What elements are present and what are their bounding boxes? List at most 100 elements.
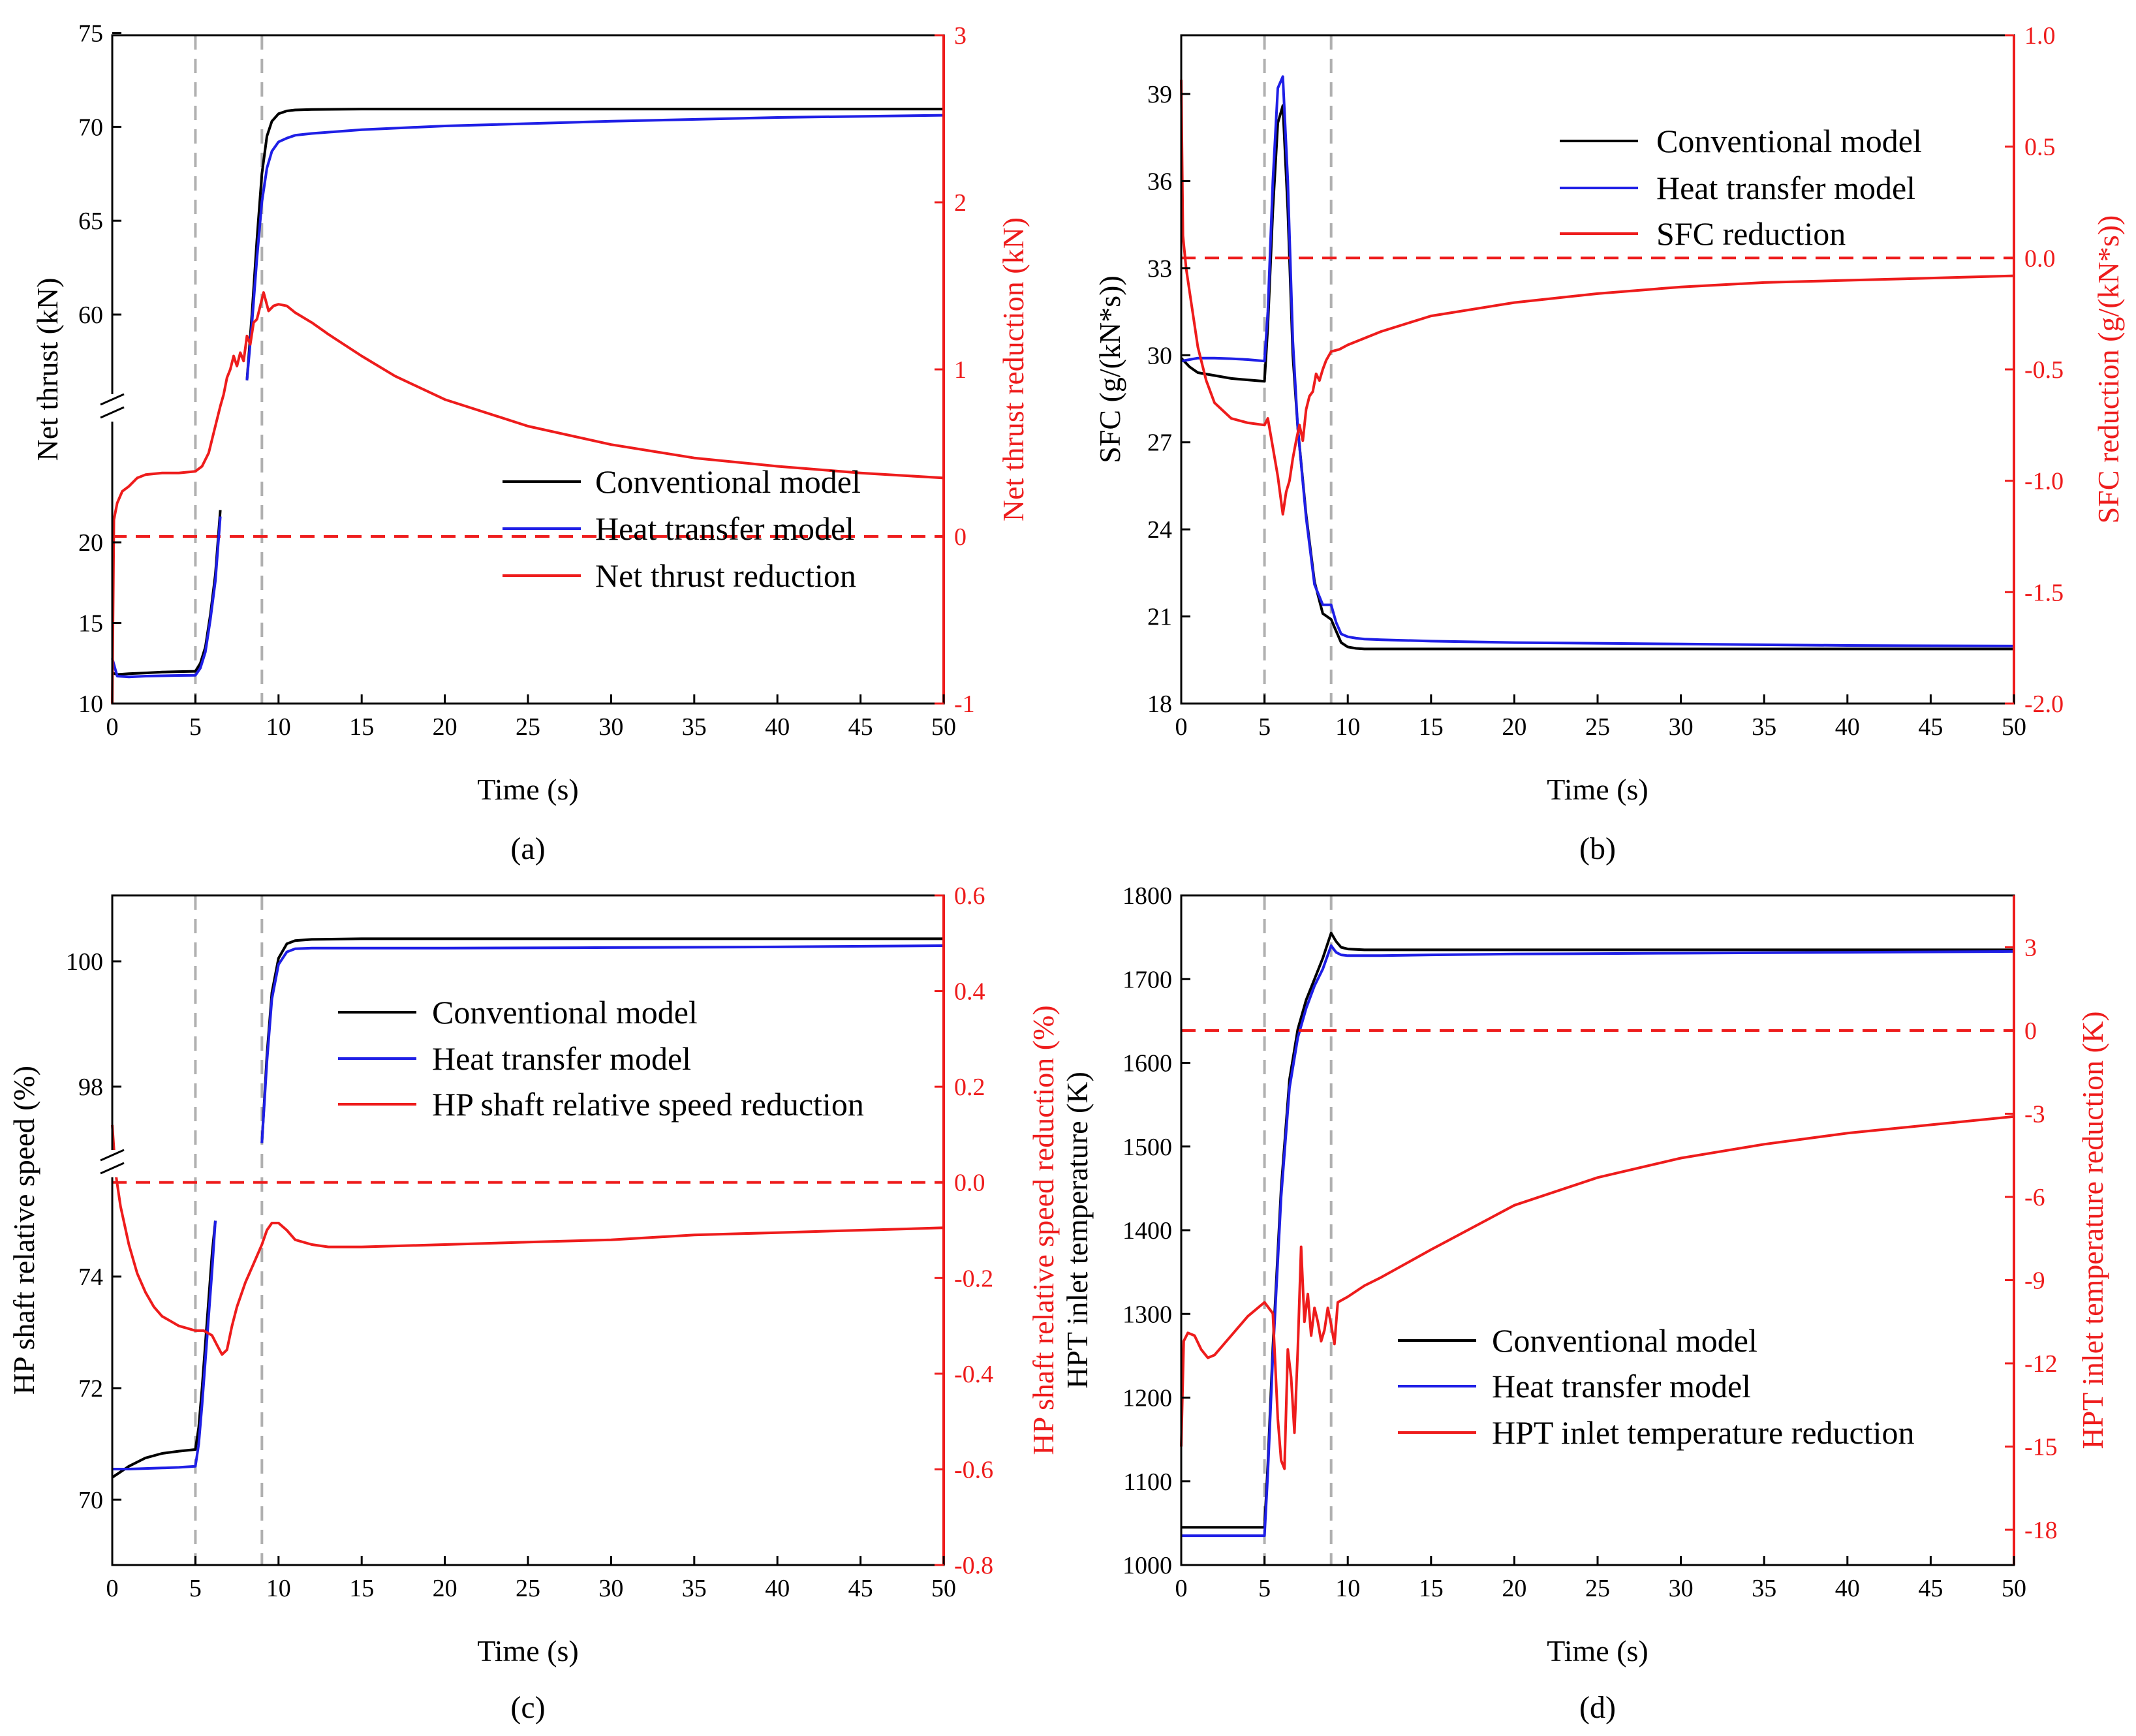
panel-d-caption: (d) [1579,1690,1616,1725]
panel-c-xtick-label-7: 35 [682,1575,707,1602]
panel-b-xticks: 0 5 10 15 20 25 30 35 40 45 50 [1175,694,2026,741]
panel-d-ytick-label-2: 1200 [1122,1385,1172,1412]
panel-d-xlabel: Time (s) [1547,1634,1648,1667]
panel-d-y2label: HPT inlet temperature reduction (K) [2076,1011,2109,1449]
panel-c-yticks: 70 72 74 98 100 [66,948,121,1514]
panel-c-y2tick-label-7: 0.6 [954,882,985,910]
panel-c-legend-reduction: HP shaft relative speed reduction [432,1086,864,1123]
panel-b-xtick-label-7: 35 [1752,713,1776,741]
panel-a-xticks: 0 5 10 15 20 25 30 35 40 45 50 [106,694,956,741]
panel-d-legend: Conventional model Heat transfer model H… [1398,1322,1915,1451]
panel-c-y2ticks: -0.8 -0.6 -0.4 -0.2 0.0 0.2 0.4 0.6 [935,882,993,1579]
panel-d-legend-conventional: Conventional model [1492,1322,1757,1359]
panel-d-series-2 [1180,1115,2015,1470]
panel-a-y2tick-label-4: 3 [954,22,967,50]
panel-a-xtick-label-5: 25 [516,713,540,741]
panel-a-ytick-label-6: 75 [78,20,103,48]
panel-d-series [1180,931,2015,1538]
panel-b-xtick-label-10: 50 [2002,713,2026,741]
panel-b-yticks: 18 21 24 27 30 33 36 39 [1147,81,1190,718]
panel-d-y2tick-label-4: -6 [2024,1184,2045,1211]
panel-d-xtick-label-5: 25 [1585,1575,1610,1602]
panel-d-frame [1180,894,2015,1566]
panel-d-y2tick-label-1: -15 [2024,1434,2058,1461]
panel-c-axis-break [98,1149,127,1177]
panel-c-y2tick-label-3: -0.2 [954,1265,993,1292]
panel-a-ytick-label-0: 10 [78,690,103,718]
panel-b-xtick-label-2: 10 [1335,713,1360,741]
panel-c-xtick-label-2: 10 [266,1575,291,1602]
panel-c-ytick-label-4: 100 [66,948,103,976]
panel-b-series-2 [1180,80,2015,516]
panel-b-xtick-label-1: 5 [1258,713,1271,741]
panel-d-ytick-label-7: 1700 [1122,966,1172,993]
panel-a-yticks: 10 15 20 60 65 70 75 [78,20,121,718]
panel-d-y2tick-label-6: 0 [2024,1017,2037,1045]
panel-c-xtick-label-6: 30 [598,1575,623,1602]
panel-b-legend-conventional: Conventional model [1656,123,1922,159]
panel-d-y2tick-label-5: -3 [2024,1101,2045,1128]
panel-c-y2tick-label-4: 0.0 [954,1170,985,1197]
panel-a-xtick-label-1: 5 [189,713,202,741]
panel-d-xticks: 0 5 10 15 20 25 30 35 40 45 50 [1175,1556,2026,1602]
panel-d-legend-heat: Heat transfer model [1492,1368,1751,1404]
panel-d-ytick-label-1: 1100 [1123,1468,1172,1496]
panel-b-ytick-label-6: 36 [1147,168,1172,195]
panel-b-y2tick-label-2: -1.0 [2024,468,2064,495]
panel-c-ylabel: HP shaft relative speed (%) [7,1066,40,1395]
panel-b-ytick-label-3: 27 [1147,429,1172,457]
panel-b-xtick-label-4: 20 [1502,713,1526,741]
panel-d-xtick-label-9: 45 [1918,1575,1943,1602]
panel-d-xtick-label-10: 50 [2002,1575,2026,1602]
panel-c-legend-conventional: Conventional model [432,994,698,1031]
panel-d-xtick-label-6: 30 [1669,1575,1694,1602]
panel-d-xtick-label-1: 5 [1258,1575,1271,1602]
panel-c-ytick-label-1: 72 [78,1375,103,1403]
panel-a-vlines [194,35,264,704]
panel-c-series [111,937,944,1479]
panel-b-series [1180,75,2015,651]
panel-a-legend-heat: Heat transfer model [595,510,854,547]
panel-d-series-1 [1181,944,2015,1538]
panel-b-ytick-label-7: 39 [1147,81,1172,108]
panel-c-legend: Conventional model Heat transfer model H… [338,994,864,1123]
panel-b-ytick-label-4: 30 [1147,342,1172,369]
panel-c-y2tick-label-1: -0.6 [954,1456,993,1483]
panel-c-legend-heat: Heat transfer model [432,1040,691,1077]
panel-a-ytick-label-1: 15 [78,610,103,638]
panel-b-xtick-label-0: 0 [1175,713,1188,741]
panel-a-xtick-label-10: 50 [931,713,956,741]
panel-c-xtick-label-5: 25 [516,1575,540,1602]
panel-a-series-1 [111,114,944,679]
panel-d-xtick-label-8: 40 [1835,1575,1860,1602]
panel-c-xtick-label-0: 0 [106,1575,119,1602]
panel-b-y2label: SFC reduction (g/(kN*s)) [2092,215,2125,524]
panel-d-xtick-label-4: 20 [1502,1575,1526,1602]
panel-a-ytick-label-2: 20 [78,529,103,557]
panel-d-vlines [1263,895,1333,1565]
panel-c-ytick-label-3: 98 [78,1074,103,1101]
panel-a-frame [111,34,945,705]
panel-c-xtick-label-1: 5 [189,1575,202,1602]
panel-d-y2tick-label-3: -9 [2024,1267,2045,1295]
panel-c-xtick-label-9: 45 [848,1575,873,1602]
panel-b-y2tick-label-3: -0.5 [2024,356,2064,384]
panel-a-xtick-label-9: 45 [848,713,873,741]
panel-b-xtick-label-3: 15 [1419,713,1444,741]
panel-c-ytick-label-0: 70 [78,1487,103,1514]
panel-a-legend-reduction: Net thrust reduction [595,557,856,594]
panel-c-series-2 [111,1124,944,1356]
panel-b-y2ticks: -2.0 -1.5 -1.0 -0.5 0.0 0.5 1.0 [2005,22,2064,718]
panel-a-ytick-label-3: 60 [78,302,103,329]
panel-d-ytick-label-3: 1300 [1122,1301,1172,1328]
panel-a-ylabel: Net thrust (kN) [31,277,64,461]
panel-a-xtick-label-4: 20 [433,713,457,741]
panel-a-series [111,108,944,704]
panel-c-xlabel: Time (s) [477,1634,579,1667]
panel-b-legend-heat: Heat transfer model [1656,170,1915,206]
panel-b-ytick-label-5: 33 [1147,255,1172,283]
panel-b-legend: Conventional model Heat transfer model S… [1560,123,1922,252]
panel-a-xtick-label-7: 35 [682,713,707,741]
panel-c-xtick-label-8: 40 [765,1575,790,1602]
panel-d: 0 5 10 15 20 25 30 35 40 45 50 1000110012001300140… [1060,882,2109,1725]
